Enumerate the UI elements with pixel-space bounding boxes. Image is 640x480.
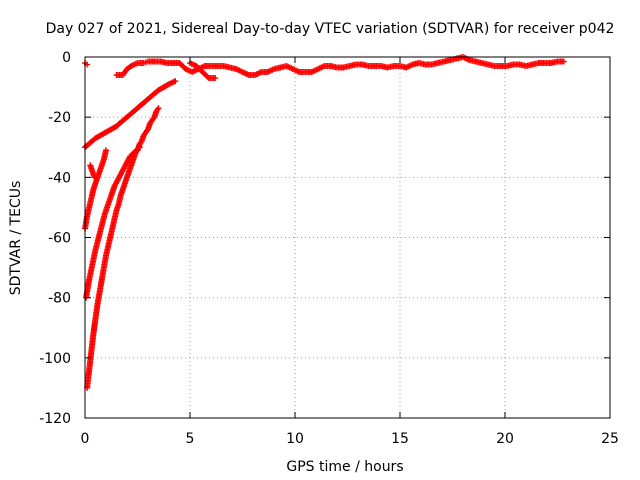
x-tick-label: 0 bbox=[81, 431, 90, 447]
plot-frame bbox=[84, 56, 611, 419]
grid-layer bbox=[85, 57, 610, 418]
data-point bbox=[136, 144, 143, 151]
x-axis-label: GPS time / hours bbox=[286, 459, 403, 475]
y-tick-label: -60 bbox=[48, 231, 71, 247]
y-tick-label: -40 bbox=[48, 170, 71, 186]
y-tick-label: -80 bbox=[48, 291, 71, 307]
x-tick-label: 15 bbox=[391, 431, 409, 447]
data-point bbox=[91, 174, 98, 181]
y-tick-label: 0 bbox=[62, 50, 71, 66]
series-short-segment bbox=[87, 162, 98, 181]
series-dip-segment bbox=[187, 60, 219, 82]
y-tick-label: -120 bbox=[39, 411, 71, 427]
data-point bbox=[155, 105, 162, 112]
data-point bbox=[212, 75, 219, 82]
x-tick-label: 5 bbox=[186, 431, 195, 447]
data-point bbox=[560, 58, 567, 65]
marks-layer bbox=[82, 54, 567, 391]
y-tick-label: -100 bbox=[39, 351, 71, 367]
series-arc-deep-b bbox=[83, 144, 143, 301]
x-tick-label: 10 bbox=[286, 431, 304, 447]
y-axis-label: SDTVAR / TECUs bbox=[8, 181, 24, 296]
y-tick-label: -20 bbox=[48, 110, 71, 126]
data-point bbox=[204, 73, 211, 80]
series-arc-deep-a bbox=[84, 105, 162, 391]
data-point bbox=[103, 147, 109, 154]
series-arc-top-trace bbox=[82, 78, 179, 151]
series-near-zero-left bbox=[82, 60, 91, 68]
labels-layer: 0 5 10 15 20 25 0 -20 -40 -60 -80 -100 -120 bbox=[39, 50, 619, 447]
series-steady-trace bbox=[113, 54, 567, 79]
x-tick-label: 20 bbox=[496, 431, 514, 447]
x-tick-label: 25 bbox=[601, 431, 619, 447]
ticks-layer bbox=[84, 56, 611, 419]
data-point bbox=[172, 78, 179, 85]
series-arc-steep-left bbox=[82, 147, 109, 232]
chart-title: Day 027 of 2021, Sidereal Day-to-day VTE… bbox=[46, 21, 615, 37]
